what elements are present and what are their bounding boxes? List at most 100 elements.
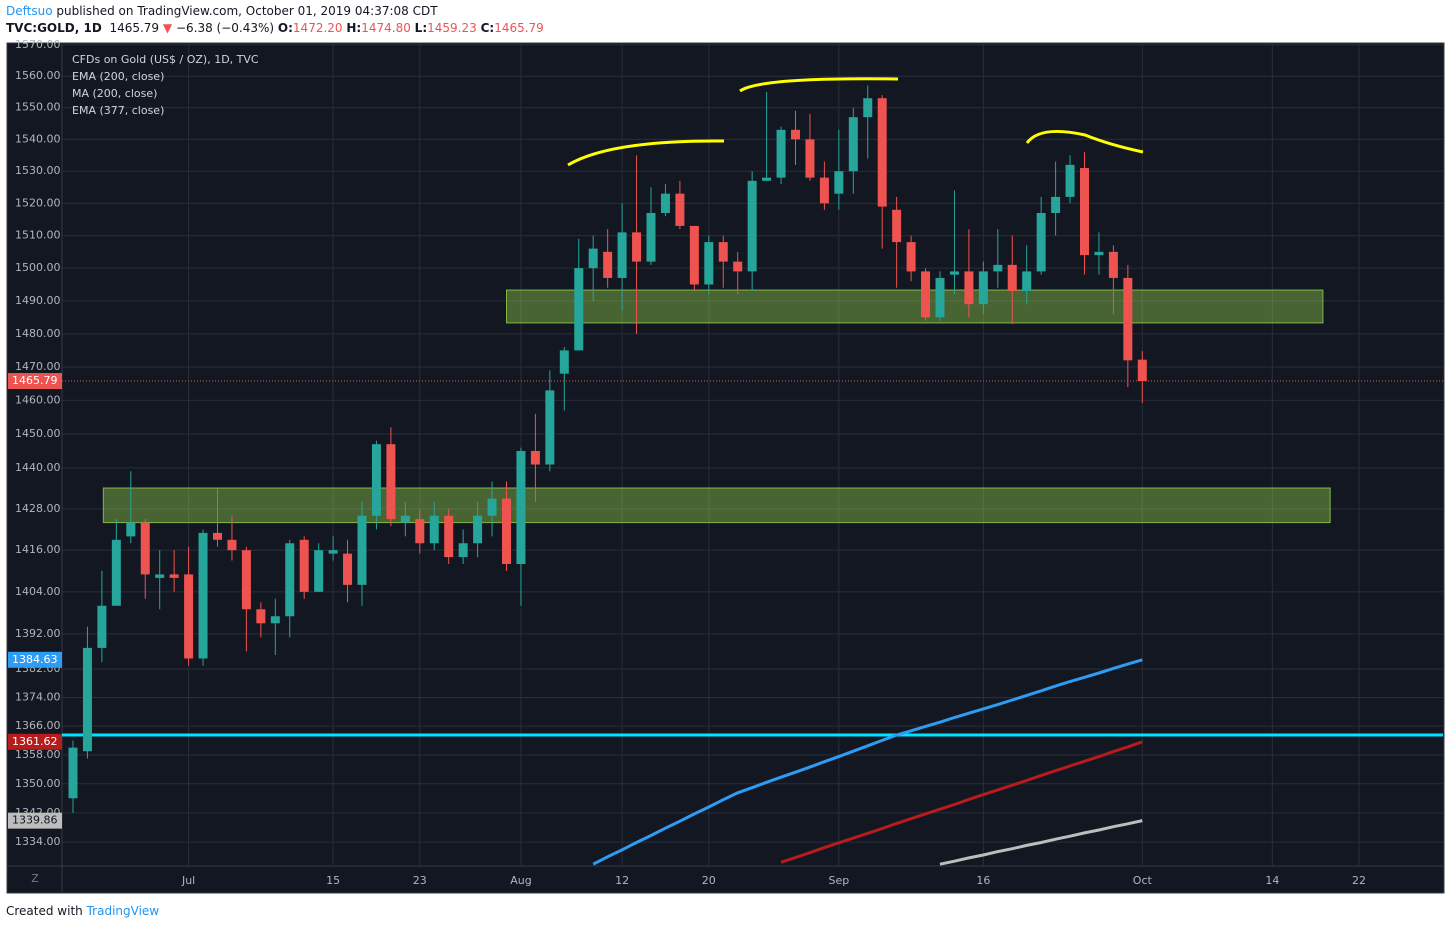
candle-body [834, 171, 844, 194]
publish-line: Deftsuo published on TradingView.com, Oc… [6, 4, 438, 18]
candle-body [299, 539, 309, 592]
candle-body [285, 543, 295, 617]
candle-body [877, 98, 887, 207]
ohlc: O:1472.20 H:1474.80 L:1459.23 C:1465.79 [278, 21, 544, 35]
legend-entry: EMA (377, close) [72, 104, 164, 117]
candle-body [502, 498, 511, 565]
candle-body [270, 616, 280, 624]
indicator-line [939, 819, 1143, 866]
candle-body [97, 605, 107, 648]
candle-body [632, 232, 642, 262]
ohlc-key: L: [414, 21, 428, 35]
price-label: 1384.63 [12, 653, 58, 666]
x-tick-label: Aug [510, 874, 531, 887]
candle-body [1123, 277, 1133, 361]
candle-body [169, 574, 179, 578]
ohlc-key: O: [277, 21, 293, 35]
candle-body [819, 177, 829, 204]
legend-entry: MA (200, close) [72, 87, 157, 100]
y-tick-label: 1500.00 [15, 261, 61, 274]
x-tick-label: 20 [702, 874, 716, 887]
created: Created with [6, 904, 83, 918]
candle-body [444, 515, 454, 558]
zone [102, 487, 1331, 524]
x-tick-label: Oct [1133, 874, 1153, 887]
candle-body [603, 251, 613, 278]
y-tick-label: 1404.00 [15, 585, 61, 598]
candle-body [386, 444, 396, 520]
candle-body [256, 609, 266, 624]
candles [68, 85, 1147, 813]
symbol: TVC:GOLD, 1D [6, 21, 102, 35]
price-label-box [8, 651, 62, 668]
candle-body [530, 450, 540, 465]
candle-body [906, 242, 916, 272]
candle-body [1036, 212, 1046, 272]
drawings [567, 77, 1144, 167]
candle-body [140, 522, 150, 575]
x-tick-label: 12 [615, 874, 629, 887]
candle-body [357, 515, 367, 585]
y-tick-label: 1560.00 [15, 69, 61, 82]
candle-body [400, 515, 410, 523]
y-tick-label: 1480.00 [15, 327, 61, 340]
candle-body [1007, 264, 1017, 292]
candle-body [921, 271, 931, 318]
ohlc-value: 1474.80 [361, 21, 411, 35]
candle-body [68, 747, 78, 799]
y-tick-label: 1392.00 [15, 627, 61, 640]
y-tick-label: 1470.00 [15, 360, 61, 373]
candle-body [689, 225, 699, 285]
candle-body [1137, 359, 1147, 382]
ohlc-key: C: [480, 21, 495, 35]
freehand [1025, 129, 1144, 154]
candle-body [343, 553, 353, 585]
candle-body [935, 277, 945, 318]
y-tick-label: 1450.00 [15, 427, 61, 440]
footer: Created with TradingView [6, 904, 159, 918]
quote-line: TVC:GOLD, 1D 1465.79 ▼ −6.38 (−0.43%) O:… [6, 21, 544, 35]
candle-body [762, 177, 772, 181]
candle-body [1051, 196, 1061, 213]
y-tick-label: 1428.00 [15, 502, 61, 515]
ohlc-key: H: [346, 21, 362, 35]
ohlc-value: 1465.79 [494, 21, 544, 35]
ohlc-value: 1459.23 [427, 21, 477, 35]
candle-body [718, 242, 728, 262]
candle-body [978, 271, 988, 305]
change: −6.38 (−0.43%) [175, 21, 275, 35]
x-tick-label: 14 [1265, 874, 1279, 887]
candle-body [964, 271, 974, 305]
candle-body [473, 515, 483, 544]
candle-body [184, 574, 194, 659]
candle-body [646, 212, 656, 262]
y-tick-label: 1334.00 [15, 835, 61, 848]
candle-body [1065, 164, 1075, 197]
y-tick-label: 1366.00 [15, 719, 61, 732]
candle-body [660, 193, 670, 213]
candle-body [747, 180, 757, 272]
price-label-box [8, 812, 62, 829]
candle-body [733, 261, 743, 272]
zone [506, 289, 1324, 324]
candle-body [126, 522, 136, 537]
candle-body [949, 271, 959, 275]
scale-button[interactable]: Z [31, 872, 39, 885]
freehand [739, 77, 899, 93]
candle-body [429, 515, 439, 544]
brand[interactable]: TradingView [86, 904, 160, 918]
published: published on TradingView.com, October 01… [56, 4, 438, 18]
candle-body [328, 550, 338, 554]
x-tick-label: Jul [181, 874, 195, 887]
candle-body [863, 98, 873, 118]
author[interactable]: Deftsuo [6, 4, 53, 18]
price-label: 1465.79 [12, 374, 58, 387]
candle-body [227, 539, 237, 551]
x-tick-label: 22 [1352, 874, 1366, 887]
y-tick-label: 1540.00 [15, 132, 61, 145]
candle-body [791, 129, 800, 140]
y-tick-label: 1350.00 [15, 777, 61, 790]
candle-body [545, 390, 555, 465]
